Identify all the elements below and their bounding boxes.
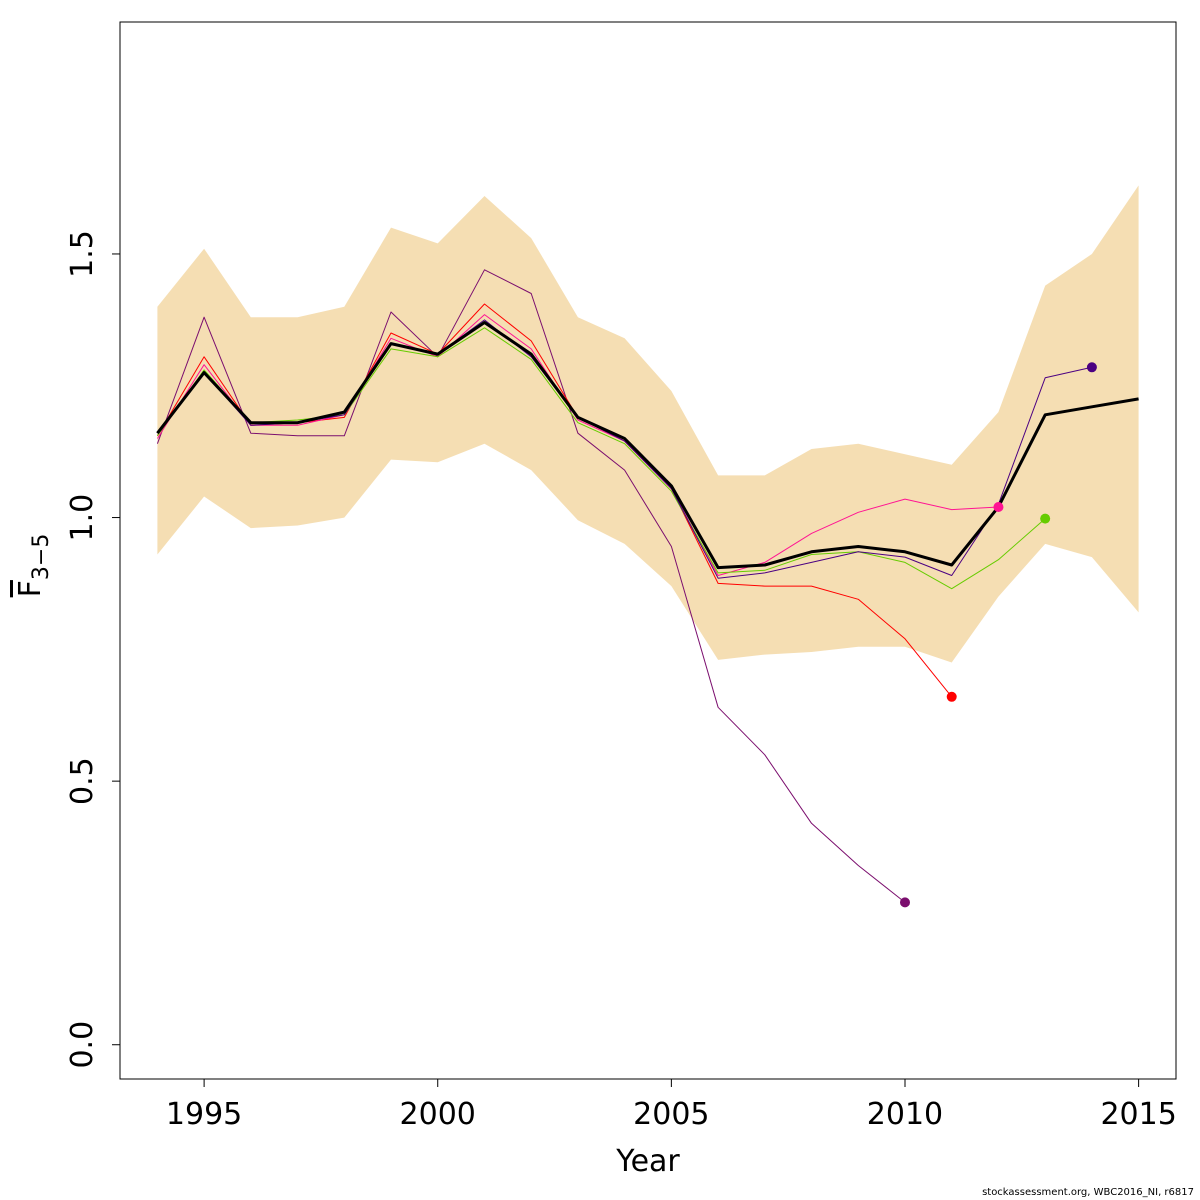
x-axis: 1995 2000 2005 2010 2015 (166, 1078, 1177, 1132)
credit-text: stockassessment.org, WBC2016_NI, r6817 (982, 1187, 1194, 1198)
series-endpoints (899, 362, 1097, 908)
x-tick-label: 1995 (166, 1097, 242, 1132)
series-endpoint-marker (993, 502, 1004, 513)
series-endpoint-marker (1040, 513, 1051, 524)
x-tick-label: 2010 (867, 1097, 943, 1132)
y-tick-label: 0.5 (65, 757, 100, 805)
x-tick-label: 2000 (400, 1097, 476, 1132)
series-lines (156, 269, 1139, 903)
y-tick-label: 1.5 (65, 230, 100, 278)
confidence-band (157, 185, 1139, 663)
x-axis-title: Year (615, 1144, 680, 1179)
confidence-band-area (157, 185, 1139, 663)
y-axis-title-main: F (13, 580, 48, 597)
y-tick-label: 1.0 (65, 494, 100, 542)
y-axis-title: F3−5 (13, 534, 54, 598)
series-line (156, 269, 906, 903)
series-line (156, 321, 1139, 570)
x-tick-label: 2015 (1100, 1097, 1176, 1132)
y-axis-title-subscript: 3−5 (29, 534, 54, 580)
series-line (156, 314, 999, 576)
series-endpoint-marker (946, 691, 957, 702)
series-line (156, 327, 1046, 590)
y-tick-label: 0.0 (65, 1021, 100, 1069)
series-endpoint-marker (1086, 362, 1097, 373)
y-axis: 0.0 0.5 1.0 1.5 (65, 230, 121, 1069)
series-endpoint-marker (899, 897, 910, 908)
x-tick-label: 2005 (633, 1097, 709, 1132)
